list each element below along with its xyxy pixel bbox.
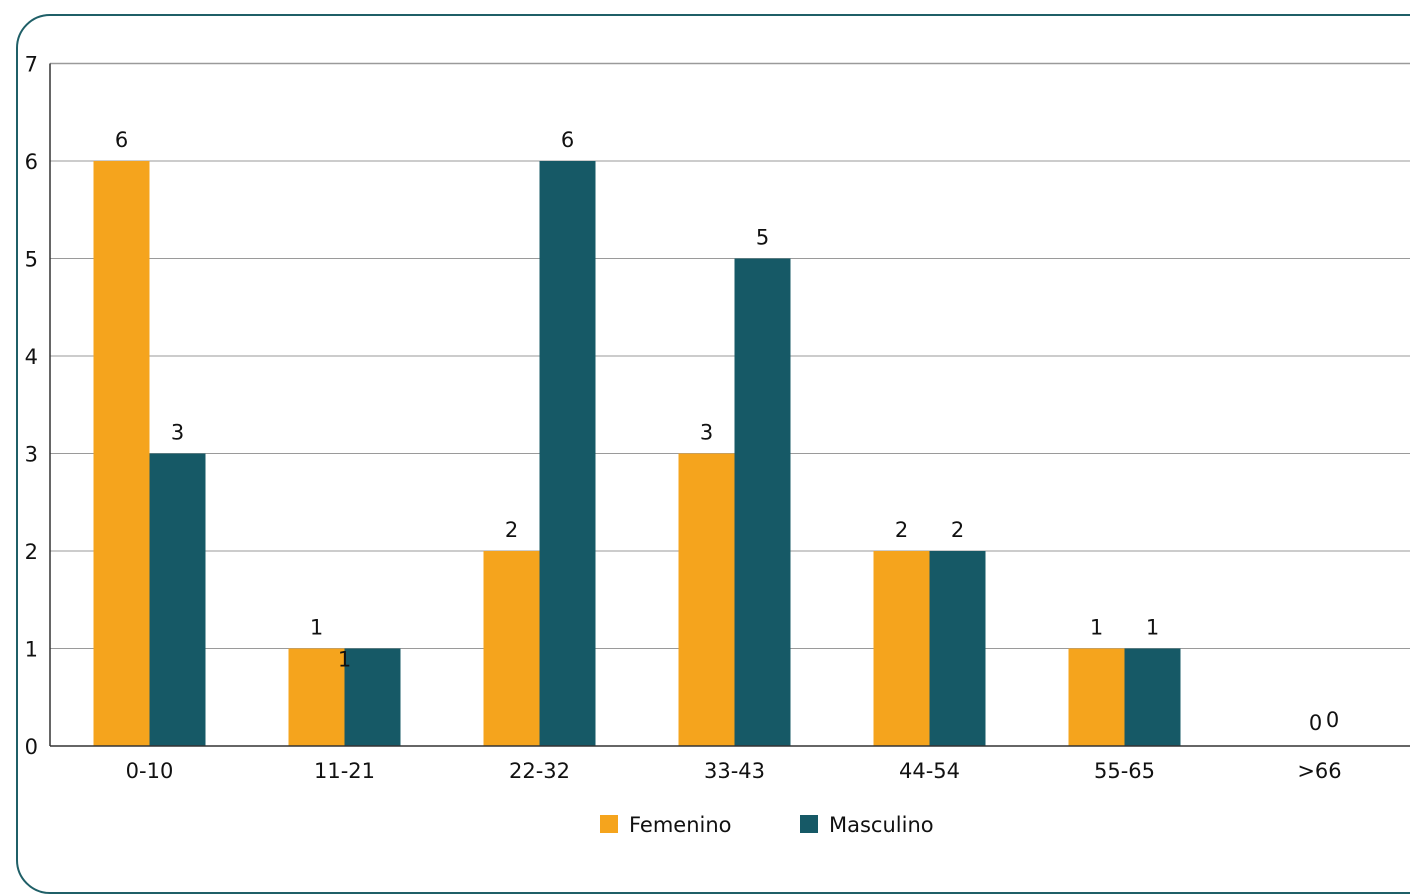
- y-tick-label: 6: [25, 150, 38, 174]
- x-tick-label: 55-65: [1094, 759, 1155, 783]
- data-label-masculino-1: 1: [338, 648, 351, 672]
- data-label-femenino-4: 2: [895, 518, 908, 542]
- y-tick-label: 0: [25, 735, 38, 759]
- data-label-masculino-3: 5: [756, 226, 769, 250]
- bar-masculino-5: [1124, 648, 1181, 746]
- y-tick-label: 7: [25, 53, 38, 77]
- data-label-masculino-2: 6: [561, 128, 574, 152]
- bar-masculino-0: [149, 453, 206, 746]
- data-label-masculino-5: 1: [1146, 616, 1159, 640]
- data-label-femenino-1: 1: [310, 616, 323, 640]
- y-tick-label: 2: [25, 540, 38, 564]
- x-tick-label: 0-10: [126, 759, 174, 783]
- x-tick-label: 33-43: [704, 759, 765, 783]
- y-tick-label: 1: [25, 638, 38, 662]
- data-label-femenino-3: 3: [700, 421, 713, 445]
- data-label-femenino-5: 1: [1090, 616, 1103, 640]
- x-tick-label: 11-21: [314, 759, 375, 783]
- bar-femenino-0: [93, 161, 150, 746]
- bar-femenino-2: [483, 551, 540, 746]
- bar-femenino-4: [873, 551, 930, 746]
- legend: Femenino Masculino: [600, 813, 934, 837]
- legend-label-femenino: Femenino: [629, 813, 732, 837]
- bar-masculino-1: [344, 648, 401, 746]
- data-label-masculino-6: 0: [1326, 708, 1339, 732]
- y-tick-label: 3: [25, 443, 38, 467]
- bar-masculino-4: [929, 551, 986, 746]
- data-label-femenino-6: 0: [1309, 711, 1322, 735]
- legend-label-masculino: Masculino: [829, 813, 934, 837]
- bars: [93, 161, 1181, 746]
- bar-femenino-5: [1068, 648, 1125, 746]
- data-label-femenino-0: 6: [115, 128, 128, 152]
- data-label-femenino-2: 2: [505, 518, 518, 542]
- x-tick-label: 22-32: [509, 759, 570, 783]
- bar-masculino-3: [734, 258, 791, 746]
- bar-masculino-2: [539, 161, 596, 746]
- bar-femenino-3: [678, 453, 735, 746]
- x-tick-label: 44-54: [899, 759, 960, 783]
- bar-chart: 0 1 2 3 4 5 6 7 0-10 11-21 22-32 33-43 44-54 55-65 >6…: [25, 53, 1410, 837]
- y-tick-label: 4: [25, 345, 38, 369]
- axes: [49, 63, 1410, 747]
- legend-swatch-masculino: [800, 815, 818, 833]
- y-tick-labels: 0 1 2 3 4 5 6 7: [25, 53, 38, 760]
- x-tick-label: >66: [1297, 759, 1341, 783]
- data-label-masculino-4: 2: [951, 518, 964, 542]
- bar-femenino-1: [288, 648, 345, 746]
- data-label-masculino-0: 3: [171, 421, 184, 445]
- x-tick-labels: 0-10 11-21 22-32 33-43 44-54 55-65 >66: [126, 759, 1342, 783]
- y-tick-label: 5: [25, 248, 38, 272]
- legend-swatch-femenino: [600, 815, 618, 833]
